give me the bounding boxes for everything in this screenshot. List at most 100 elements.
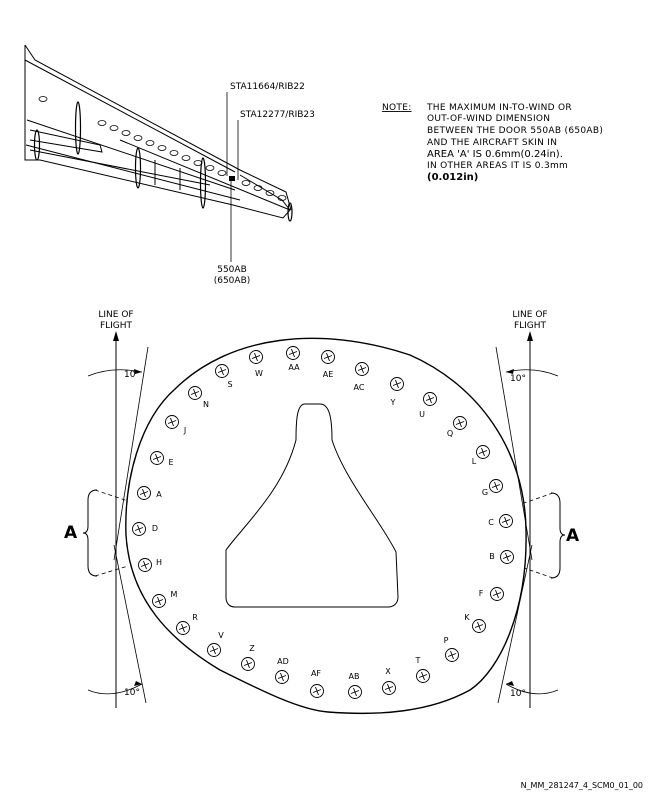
fastener-AB: AB: [348, 672, 362, 699]
angle-arcs: [87, 369, 559, 695]
angle-top-right: 10°: [510, 374, 526, 384]
station-leaders: [226, 92, 239, 262]
fastener-recess-icon: [350, 687, 360, 697]
fastener-head-icon: [286, 346, 300, 360]
fastener-AE: AE: [321, 350, 335, 379]
angle-arrowheads: [134, 369, 514, 686]
fastener-C: C: [488, 514, 513, 528]
fastener-head-icon: [207, 643, 221, 657]
fastener-head-icon: [390, 377, 404, 391]
angle-bottom-left: 10°: [124, 688, 140, 698]
fastener-G: G: [482, 479, 503, 497]
fastener-recess-icon: [501, 516, 511, 526]
fastener-label: E: [168, 458, 173, 467]
fastener-label: T: [415, 656, 421, 665]
fastener-label: AA: [288, 363, 300, 372]
fastener-head-icon: [445, 648, 459, 662]
fastener-label: AC: [354, 383, 365, 392]
fastener-label: L: [472, 457, 477, 466]
fastener-head-icon: [423, 392, 437, 406]
fastener-recess-icon: [392, 379, 402, 389]
fastener-head-icon: [348, 685, 362, 699]
area-a-left: A: [64, 489, 129, 577]
fastener-head-icon: [416, 669, 430, 683]
fastener-recess-icon: [384, 683, 394, 693]
fastener-label: G: [482, 488, 488, 497]
line-of-flight-left-label-2: FLIGHT: [100, 321, 133, 331]
fastener-label: AD: [277, 657, 289, 666]
fastener-recess-icon: [357, 364, 367, 374]
fastener-recess-icon: [152, 453, 162, 463]
fastener-head-icon: [150, 451, 164, 465]
fastener-label: AE: [323, 370, 334, 379]
angle-top-left: 10°: [124, 370, 140, 380]
fastener-Z: Z: [241, 644, 255, 671]
fastener-L: L: [472, 445, 490, 466]
fastener-head-icon: [490, 587, 504, 601]
door-view: LINE OF FLIGHT LINE OF FLIGHT: [64, 310, 580, 715]
fastener-head-icon: [472, 619, 486, 633]
fastener-recess-icon: [217, 366, 227, 376]
fastener-W: W: [249, 350, 263, 378]
wing-outline: [24, 44, 292, 219]
line-of-flight-left-arrow: [113, 331, 119, 708]
fastener-T: T: [415, 656, 430, 683]
fastener-Y: Y: [390, 377, 404, 407]
fastener-head-icon: [215, 364, 229, 378]
fastener-P: P: [444, 636, 459, 662]
fastener-label: U: [419, 410, 425, 419]
fastener-head-icon: [382, 681, 396, 695]
line-of-flight-right-arrow: [527, 331, 533, 708]
fastener-V: V: [207, 631, 224, 657]
fastener-head-icon: [500, 550, 514, 564]
wing-access-panels: [38, 96, 287, 201]
fastener-head-icon: [476, 445, 490, 459]
wing-locator-view: STA11664/RIB22 STA12277/RIB23 550AB (650…: [24, 44, 315, 286]
fastener-recess-icon: [140, 560, 150, 570]
fastener-head-icon: [321, 350, 335, 364]
fastener-label: A: [156, 490, 162, 499]
fastener-head-icon: [453, 416, 467, 430]
fastener-AA: AA: [286, 346, 300, 372]
fastener-M: M: [152, 590, 178, 608]
door-outline: [125, 337, 527, 715]
line-of-flight-left-label-1: LINE OF: [98, 310, 133, 320]
fastener-label: V: [218, 631, 224, 640]
fastener-label: Z: [249, 644, 255, 653]
door-cutout: [225, 403, 399, 608]
fastener-label: K: [464, 613, 470, 622]
fastener-AC: AC: [354, 362, 369, 392]
fastener-head-icon: [275, 670, 289, 684]
fastener-recess-icon: [190, 388, 200, 398]
area-a-right-label: A: [566, 526, 580, 546]
door-number-label: 550AB: [217, 265, 247, 275]
fastener-label: R: [192, 613, 198, 622]
door-number-alt-label: (650AB): [214, 276, 251, 286]
fastener-head-icon: [241, 657, 255, 671]
fastener-label: F: [479, 589, 484, 598]
fastener-recess-icon: [134, 524, 144, 534]
fastener-label: D: [152, 524, 158, 533]
fastener-label: B: [489, 552, 495, 561]
fastener-label: J: [183, 426, 186, 435]
line-of-flight-right-label-1: LINE OF: [512, 310, 547, 320]
fastener-recess-icon: [243, 659, 253, 669]
note-line-2: OUT-OF-WIND DIMENSION: [427, 114, 550, 124]
area-a-left-label: A: [64, 523, 78, 543]
fastener-AD: AD: [275, 657, 289, 684]
fastener-label: Q: [447, 429, 453, 438]
fastener-recess-icon: [418, 671, 428, 681]
fastener-AF: AF: [310, 669, 324, 698]
note-block: NOTE: THE MAXIMUM IN-TO-WIND OR OUT-OF-W…: [382, 103, 603, 183]
fastener-recess-icon: [312, 686, 322, 696]
fastener-S: S: [215, 364, 233, 389]
wing-flap-tracks: [33, 101, 293, 222]
station-rib22-label: STA11664/RIB22: [230, 82, 305, 92]
fastener-Q: Q: [447, 416, 467, 438]
fastener-head-icon: [249, 350, 263, 364]
station-rib23-label: STA12277/RIB23: [240, 110, 315, 120]
area-a-right: A: [523, 492, 580, 579]
fastener-recess-icon: [209, 645, 219, 655]
fastener-head-icon: [489, 479, 503, 493]
